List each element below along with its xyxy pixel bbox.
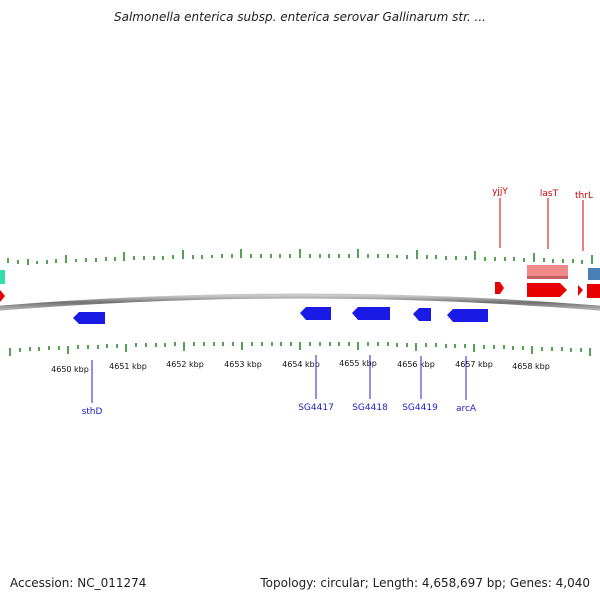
feature-teal — [0, 270, 5, 284]
gene-label-arcA: arcA — [456, 404, 477, 414]
ruler-label: 4655 kbp — [339, 359, 377, 368]
gene-label-thrL: thrL — [575, 191, 593, 201]
gene-label-sthD: sthD — [82, 407, 103, 417]
inner-tick-row — [9, 342, 591, 356]
forward-gene-labels[interactable] — [499, 198, 584, 251]
gene-thr-arrow — [587, 284, 600, 298]
gene-yjjY-arrow — [495, 282, 504, 294]
gene-lasT-feature-light — [527, 265, 568, 278]
gene-label-lasT: lasT — [540, 189, 559, 199]
gene-label-SG4418: SG4418 — [352, 403, 388, 413]
gene-SG4417-arrow — [300, 307, 331, 320]
gene-SG4419-arrow — [413, 308, 431, 321]
ruler-label: 4653 kbp — [224, 360, 262, 369]
ruler-label: 4651 kbp — [109, 362, 147, 371]
genome-summary-text: Topology: circular; Length: 4,658,697 bp… — [260, 576, 590, 590]
forward-strand-features[interactable] — [0, 265, 600, 302]
reverse-strand-features[interactable] — [73, 307, 488, 324]
gene-lasT-feature-light-shadow — [527, 276, 568, 279]
forward-gene-label-text[interactable]: yjjY lasT thrL — [492, 187, 593, 201]
ruler-label: 4656 kbp — [397, 360, 435, 369]
ruler-label: 4652 kbp — [166, 360, 204, 369]
feature-arrow-red-left — [0, 290, 5, 302]
reverse-gene-label-text[interactable]: sthD SG4417 SG4418 SG4419 arcA — [82, 403, 477, 417]
outer-tick-row — [7, 249, 593, 265]
ruler-label: 4650 kbp — [51, 365, 89, 374]
gene-label-SG4417: SG4417 — [298, 403, 334, 413]
ruler-label: 4657 kbp — [455, 360, 493, 369]
gene-label-SG4419: SG4419 — [402, 403, 438, 413]
gene-thrL-arrow — [578, 285, 583, 296]
gene-label-yjjY: yjjY — [492, 187, 508, 197]
gene-SG4418-arrow — [352, 307, 390, 320]
ruler-label: 4658 kbp — [512, 362, 550, 371]
gene-sthD-arrow — [73, 312, 105, 324]
feature-steel-blue — [588, 268, 600, 280]
ruler-label: 4654 kbp — [282, 360, 320, 369]
ruler-labels: 4650 kbp 4651 kbp 4652 kbp 4653 kbp 4654… — [51, 359, 550, 374]
genome-backbone — [0, 293, 600, 311]
gene-lasT-arrow — [527, 283, 567, 297]
accession-text: Accession: NC_011274 — [10, 576, 147, 590]
gene-arcA-arrow — [447, 309, 488, 322]
map-title: Salmonella enterica subsp. enterica sero… — [114, 10, 486, 24]
reverse-gene-leaders[interactable] — [91, 355, 467, 403]
